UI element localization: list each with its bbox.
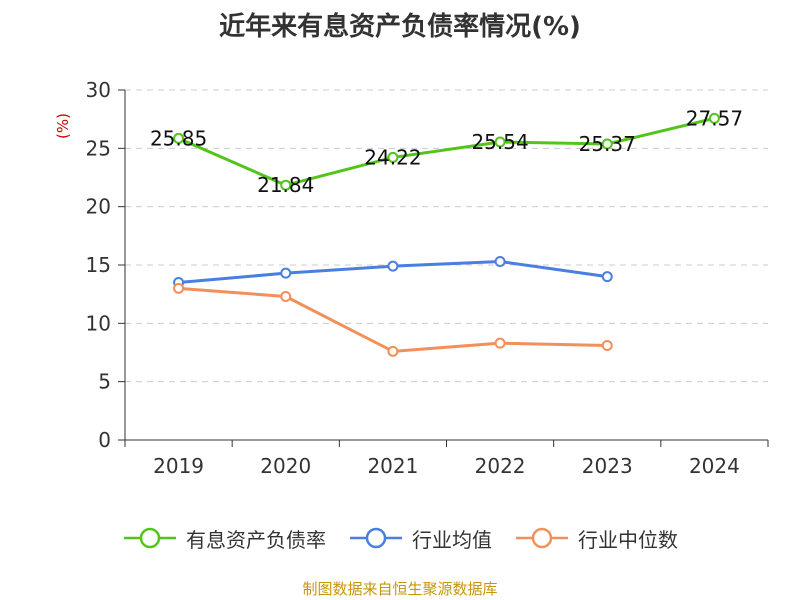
y-tick-label: 15	[86, 253, 111, 277]
data-point	[280, 179, 292, 191]
data-point	[173, 132, 185, 144]
y-tick-label: 0	[98, 428, 111, 452]
legend-swatch-marker	[365, 527, 387, 549]
legend-swatch-icon	[124, 527, 176, 549]
data-label: 27.57	[686, 106, 743, 130]
data-point	[173, 282, 185, 294]
source-note: 制图数据来自恒生聚源数据库	[302, 580, 498, 598]
series-lines	[173, 112, 720, 357]
data-label: 25.37	[579, 132, 636, 156]
chart-title: 近年来有息资产负债率情况(%)	[219, 12, 581, 42]
y-axis-unit-label: (%)	[54, 113, 72, 139]
legend-label: 有息资产负债率	[186, 527, 326, 552]
legend-swatch-icon	[350, 527, 402, 549]
y-tick-label: 20	[86, 195, 111, 219]
data-point	[708, 112, 720, 124]
data-point	[601, 340, 613, 351]
x-tick-label: 2019	[153, 454, 204, 478]
y-tick-label: 10	[86, 311, 111, 335]
x-tick-label: 2020	[260, 454, 311, 478]
grid-lines	[125, 89, 768, 383]
legend-item[interactable]: 行业中位数	[514, 524, 678, 553]
data-point	[494, 337, 506, 349]
data-point	[494, 256, 506, 267]
data-point	[601, 138, 613, 150]
data-point	[387, 345, 399, 357]
x-tick-label: 2021	[367, 454, 418, 478]
x-tick-label: 2022	[475, 454, 526, 478]
y-tick-label: 30	[86, 78, 111, 102]
data-label: 21.84	[257, 173, 314, 197]
legend: 有息资产负债率 行业均值 行业中位数	[0, 518, 800, 558]
data-point	[494, 136, 506, 148]
legend-item[interactable]: 行业均值	[348, 524, 492, 553]
legend-swatch-marker	[139, 527, 161, 549]
legend-label: 行业中位数	[578, 527, 678, 552]
data-point	[387, 151, 399, 163]
y-tick-label: 5	[98, 370, 111, 394]
legend-label: 行业均值	[412, 527, 492, 552]
legend-swatch-marker	[531, 527, 553, 549]
y-tick-label: 25	[86, 136, 111, 160]
data-point	[280, 267, 292, 279]
data-label: 24.22	[364, 145, 421, 169]
series-line	[177, 116, 715, 187]
x-tick-label: 2024	[689, 454, 740, 478]
data-label: 25.54	[471, 130, 528, 154]
series-line	[178, 286, 608, 353]
legend-swatch-icon	[516, 527, 568, 549]
data-label: 25.85	[150, 126, 207, 150]
x-tick-label: 2023	[582, 454, 633, 478]
data-labels: 25.85 21.84 24.22 25.54 25.37 27.57	[150, 106, 743, 197]
data-point	[601, 271, 613, 283]
legend-item[interactable]: 有息资产负债率	[122, 524, 326, 553]
axes: 0 5 10 15 20 25 30 2019 2020 2021 2022 2023 2024 (%)	[54, 78, 769, 478]
data-point	[387, 260, 399, 272]
data-point	[280, 291, 292, 302]
